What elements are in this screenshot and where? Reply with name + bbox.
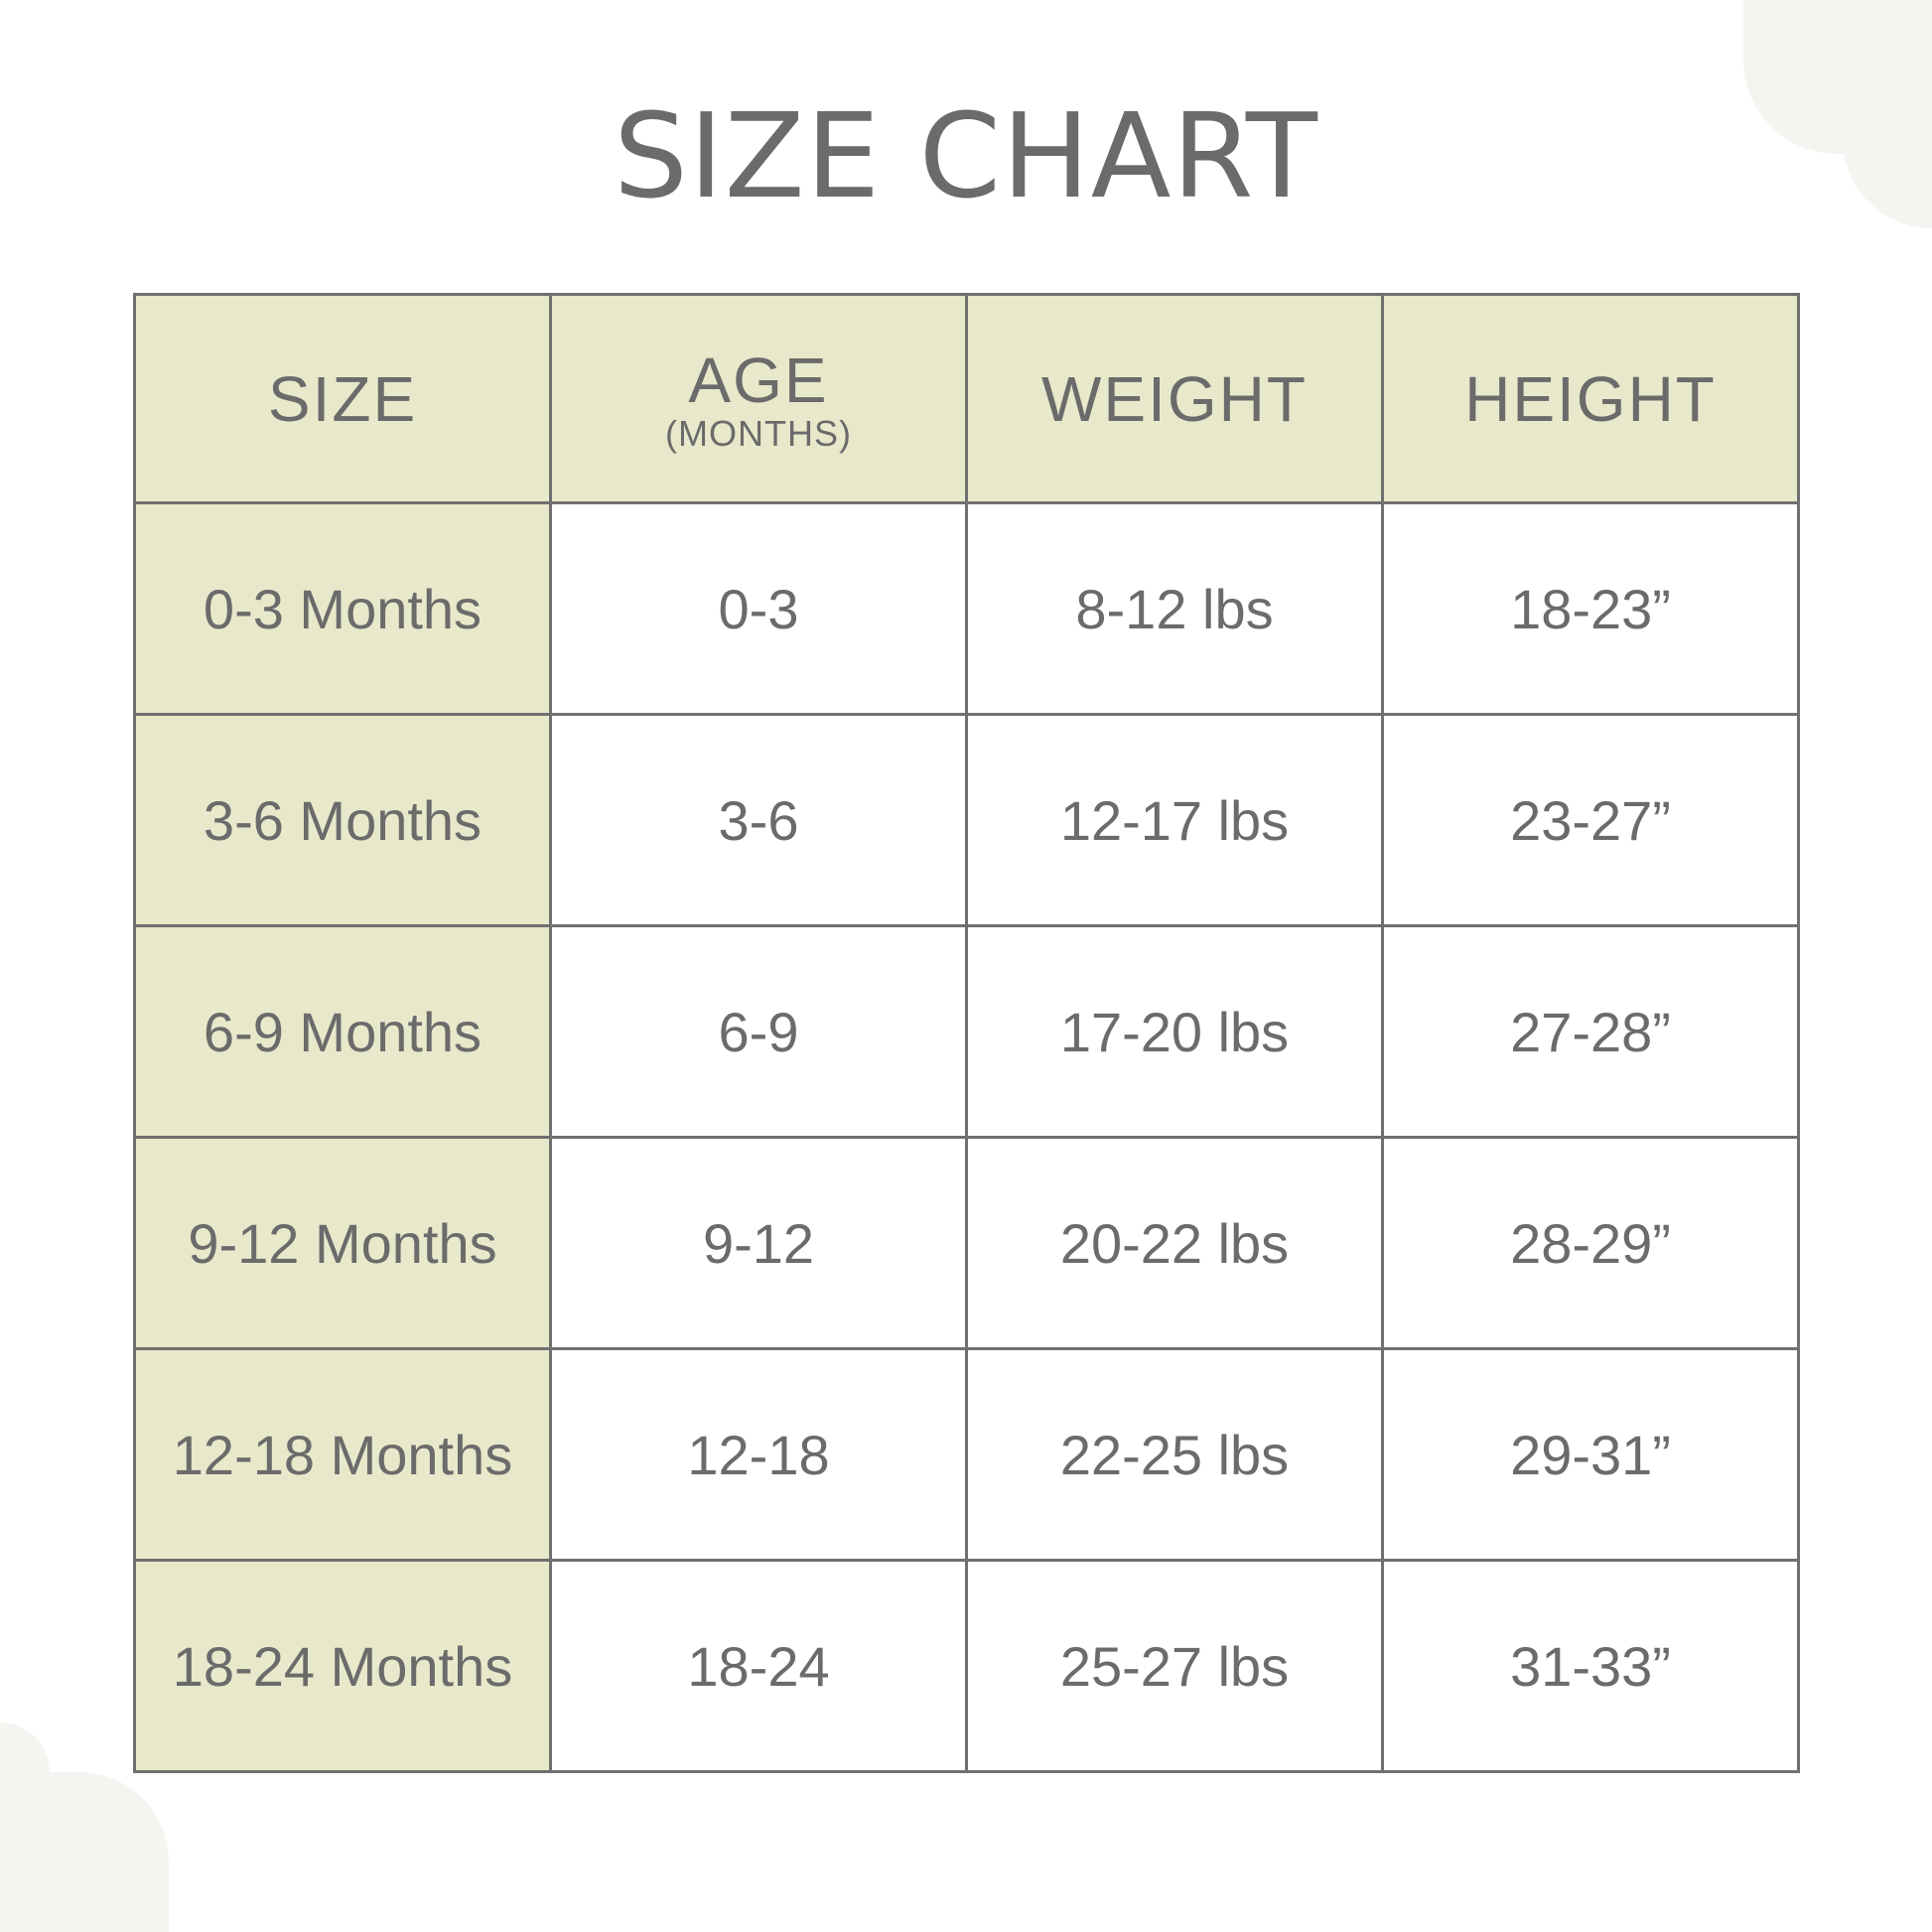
cell-height: 27-28”	[1381, 924, 1800, 1139]
cell-age: 3-6	[549, 713, 968, 927]
header-label: AGE	[688, 344, 829, 416]
cell-age: 6-9	[549, 924, 968, 1139]
cell-height: 23-27”	[1381, 713, 1800, 927]
table-row: 0-3 Months 0-3 8-12 lbs 18-23”	[133, 501, 1800, 716]
cell-size: 12-18 Months	[133, 1347, 552, 1562]
cell-weight: 17-20 lbs	[965, 924, 1384, 1139]
header-label: HEIGHT	[1464, 362, 1717, 435]
table-row: 6-9 Months 6-9 17-20 lbs 27-28”	[133, 924, 1800, 1139]
cell-size: 0-3 Months	[133, 501, 552, 716]
cell-height: 31-33”	[1381, 1559, 1800, 1773]
header-row: SIZE AGE (MONTHS) WEIGHT HEIGHT	[133, 293, 1800, 504]
cell-size: 3-6 Months	[133, 713, 552, 927]
size-chart-table: SIZE AGE (MONTHS) WEIGHT HEIGHT 0-3 Month…	[133, 293, 1800, 1773]
table-row: 9-12 Months 9-12 20-22 lbs 28-29”	[133, 1136, 1800, 1350]
cell-weight: 25-27 lbs	[965, 1559, 1384, 1773]
header-weight: WEIGHT	[965, 293, 1384, 504]
cell-weight: 12-17 lbs	[965, 713, 1384, 927]
cell-age: 0-3	[549, 501, 968, 716]
table-row: 12-18 Months 12-18 22-25 lbs 29-31”	[133, 1347, 1800, 1562]
cell-size: 9-12 Months	[133, 1136, 552, 1350]
page-title: SIZE CHART	[614, 87, 1318, 224]
cell-weight: 20-22 lbs	[965, 1136, 1384, 1350]
cell-age: 18-24	[549, 1559, 968, 1773]
table-row: 18-24 Months 18-24 25-27 lbs 31-33”	[133, 1559, 1800, 1773]
cell-height: 18-23”	[1381, 501, 1800, 716]
header-label: WEIGHT	[1041, 362, 1308, 435]
header-age: AGE (MONTHS)	[549, 293, 968, 504]
header-height: HEIGHT	[1381, 293, 1800, 504]
cell-age: 9-12	[549, 1136, 968, 1350]
cell-age: 12-18	[549, 1347, 968, 1562]
cell-weight: 8-12 lbs	[965, 501, 1384, 716]
cell-size: 18-24 Months	[133, 1559, 552, 1773]
cell-size: 6-9 Months	[133, 924, 552, 1139]
header-sublabel: (MONTHS)	[665, 412, 852, 454]
cell-height: 28-29”	[1381, 1136, 1800, 1350]
table-row: 3-6 Months 3-6 12-17 lbs 23-27”	[133, 713, 1800, 927]
header-label: SIZE	[267, 362, 418, 435]
cell-weight: 22-25 lbs	[965, 1347, 1384, 1562]
header-size: SIZE	[133, 293, 552, 504]
decorative-cloud-bottom-left-2	[0, 1772, 169, 1932]
cell-height: 29-31”	[1381, 1347, 1800, 1562]
